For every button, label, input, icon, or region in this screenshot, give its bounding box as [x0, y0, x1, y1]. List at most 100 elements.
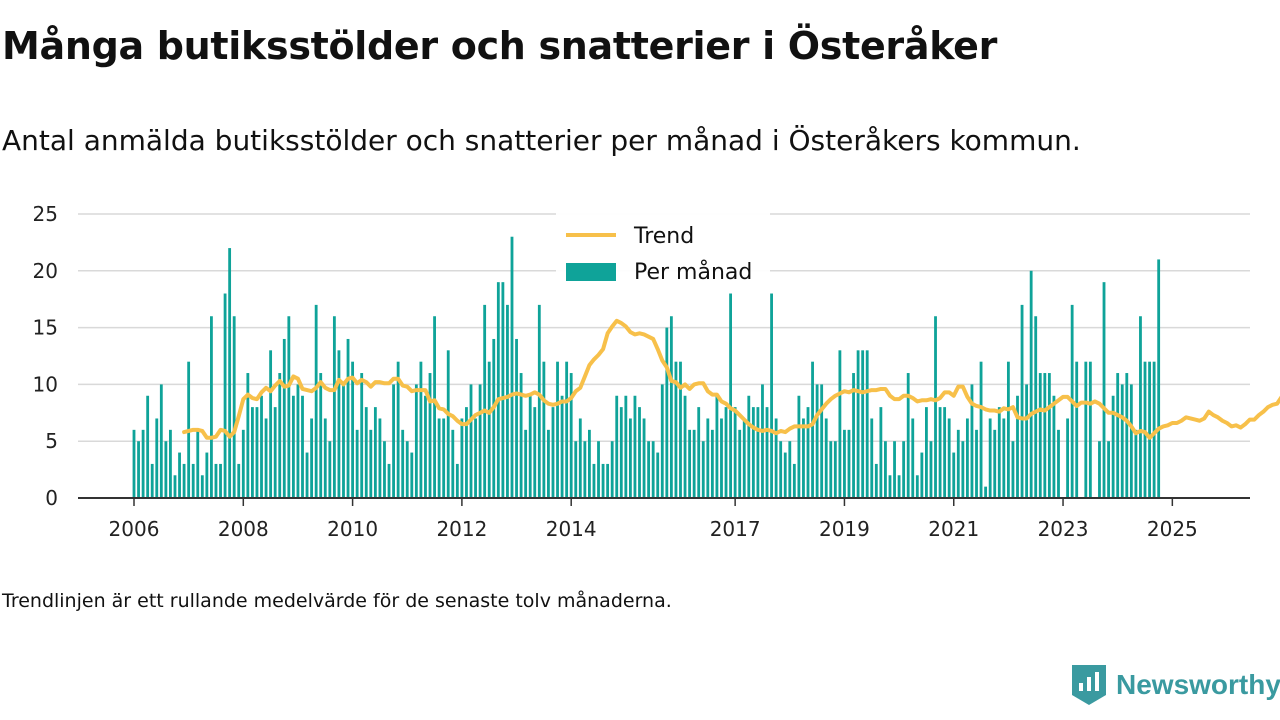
bar [1116, 373, 1120, 498]
bar [396, 361, 400, 498]
bar [861, 350, 865, 498]
bar [373, 407, 377, 498]
bar [1016, 395, 1019, 498]
bar [874, 463, 878, 498]
bar [282, 338, 286, 498]
y-tick-label: 15 [33, 316, 58, 340]
bar [1011, 441, 1015, 498]
bar [888, 475, 892, 498]
legend: Trend Per månad [556, 212, 770, 288]
bar [656, 452, 660, 498]
bar [478, 384, 482, 498]
bar [332, 316, 336, 498]
bar [392, 384, 395, 498]
bar [465, 407, 468, 498]
newsworthy-logo-icon [1072, 665, 1106, 705]
bar [943, 407, 947, 498]
bar [788, 441, 792, 498]
bar [934, 316, 937, 498]
bar [638, 407, 641, 498]
bar [847, 429, 851, 498]
bar [273, 407, 277, 498]
bar [1052, 395, 1056, 498]
bar [683, 395, 687, 498]
bar [1125, 373, 1129, 498]
bar [574, 441, 578, 498]
y-tick-label: 25 [33, 202, 58, 226]
bar [765, 407, 769, 498]
trend-line [182, 318, 1280, 440]
bar [547, 429, 550, 498]
bar [364, 407, 368, 498]
bar [1148, 361, 1151, 498]
bar [310, 418, 314, 498]
bar [628, 418, 632, 498]
bar [669, 316, 673, 498]
bar [1157, 259, 1161, 498]
bar [410, 452, 414, 498]
bar [405, 441, 409, 498]
bar [1120, 384, 1124, 498]
bar [724, 407, 728, 498]
bar [260, 395, 263, 498]
x-tick-label: 2008 [218, 517, 269, 541]
bar [774, 418, 778, 498]
bar [246, 373, 250, 498]
legend-bar-label: Per månad [634, 259, 752, 285]
bar [929, 441, 933, 498]
bar [747, 395, 751, 498]
bar [642, 418, 646, 498]
bar [337, 350, 341, 498]
bar [537, 304, 541, 498]
x-tick-label: 2006 [109, 517, 160, 541]
bar [510, 236, 514, 498]
bar [501, 282, 505, 498]
bar [751, 407, 755, 498]
x-tick-label: 2010 [327, 517, 378, 541]
footnote: Trendlinjen är ett rullande medelvärde f… [2, 590, 672, 612]
bar [906, 373, 910, 498]
bar [843, 429, 846, 498]
bar [615, 395, 619, 498]
bar [829, 441, 833, 498]
bar [770, 293, 773, 498]
bar [897, 475, 901, 498]
bar [328, 441, 332, 498]
bar [1047, 373, 1051, 498]
bar [1006, 361, 1010, 498]
bar [597, 441, 600, 498]
bar [414, 384, 418, 498]
bar [492, 338, 496, 498]
bar [884, 441, 887, 498]
bar [383, 441, 386, 498]
bar [460, 418, 464, 498]
bar [387, 463, 391, 498]
bar [1134, 429, 1138, 498]
bar [228, 248, 232, 498]
bar [355, 429, 359, 498]
bar [701, 441, 705, 498]
bar [487, 361, 491, 498]
bar [647, 441, 651, 498]
bar [715, 395, 719, 498]
bar [232, 316, 236, 498]
bar [200, 475, 204, 498]
bar [560, 395, 564, 498]
bar [369, 429, 373, 498]
bar [665, 327, 669, 498]
y-tick-label: 10 [33, 372, 58, 396]
bar [779, 441, 783, 498]
bar [806, 407, 810, 498]
bar [433, 316, 436, 498]
bar [606, 463, 610, 498]
bar [1002, 418, 1006, 498]
bar [446, 350, 450, 498]
bar [619, 407, 623, 498]
bar [856, 350, 860, 498]
bar [442, 418, 446, 498]
bar [173, 475, 177, 498]
bar [305, 452, 309, 498]
bar [833, 441, 837, 498]
bar [528, 395, 532, 498]
